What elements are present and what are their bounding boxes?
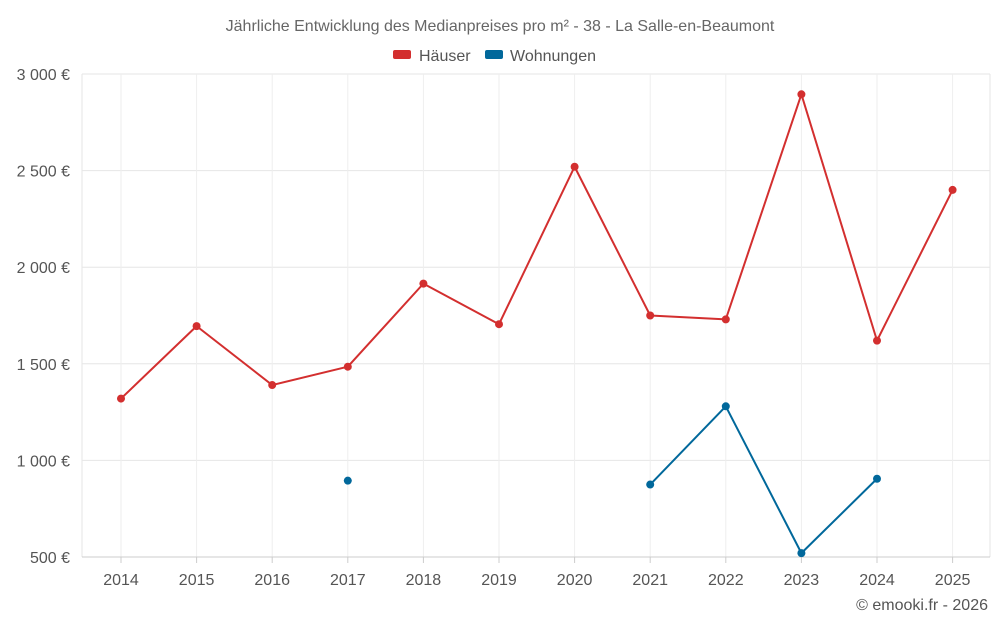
- y-tick-label: 500 €: [30, 550, 70, 567]
- data-point-haeuser[interactable]: [192, 322, 201, 331]
- data-point-haeuser[interactable]: [495, 320, 503, 329]
- series-layer: [117, 90, 957, 558]
- series-line-haeuser: [876, 188, 954, 342]
- data-point-wohnungen[interactable]: [797, 549, 806, 558]
- data-point-haeuser[interactable]: [117, 394, 125, 403]
- legend-item-haeuser[interactable]: Häuser: [393, 48, 471, 65]
- series-line-haeuser: [724, 93, 803, 321]
- y-axis: 500 € 1 000 € 1 500 € 2 000 € 2 500 € 3 000 €: [17, 67, 70, 567]
- series-line-wohnungen: [649, 405, 727, 486]
- data-point-haeuser[interactable]: [343, 362, 352, 371]
- x-tick-label: 2018: [406, 572, 442, 589]
- legend: Häuser Wohnungen: [393, 48, 596, 65]
- x-tick-label: 2014: [103, 572, 139, 589]
- legend-label-haeuser: Häuser: [419, 48, 471, 65]
- data-point-wohnungen[interactable]: [343, 476, 352, 485]
- x-tick-label: 2024: [859, 572, 895, 589]
- x-tick-label: 2019: [481, 572, 517, 589]
- y-tick-label: 1 000 €: [17, 453, 70, 470]
- chart-title: Jährliche Entwicklung des Medianpreises …: [226, 18, 775, 35]
- data-point-haeuser[interactable]: [570, 162, 579, 171]
- series-line-haeuser: [498, 165, 576, 326]
- series-line-haeuser: [120, 325, 198, 400]
- series-line-haeuser: [346, 282, 425, 368]
- series-haeuser: [117, 90, 957, 403]
- x-tick-label: 2017: [330, 572, 366, 589]
- series-line-haeuser: [800, 93, 878, 342]
- grid: [81, 73, 991, 558]
- data-point-haeuser[interactable]: [948, 185, 957, 194]
- data-point-haeuser[interactable]: [268, 381, 277, 390]
- x-tick-label: 2016: [254, 572, 290, 589]
- y-tick-label: 2 500 €: [17, 164, 70, 181]
- x-tick-label: 2023: [784, 572, 820, 589]
- data-point-haeuser[interactable]: [873, 336, 881, 345]
- x-tick-label: 2022: [708, 572, 744, 589]
- legend-swatch-haeuser: [393, 50, 411, 59]
- data-point-wohnungen[interactable]: [873, 474, 881, 483]
- series-line-haeuser: [573, 165, 652, 317]
- series-line-haeuser: [649, 314, 727, 321]
- credit-text: © emooki.fr - 2026: [856, 597, 988, 614]
- data-point-wohnungen[interactable]: [646, 480, 655, 489]
- x-tick-label: 2015: [179, 572, 215, 589]
- series-line-wohnungen: [800, 477, 878, 555]
- series-line-wohnungen: [724, 405, 803, 555]
- data-point-haeuser[interactable]: [797, 90, 806, 99]
- series-line-haeuser: [422, 282, 500, 326]
- data-point-haeuser[interactable]: [646, 311, 655, 320]
- legend-label-wohnungen: Wohnungen: [510, 48, 596, 65]
- y-tick-label: 2 000 €: [17, 260, 70, 277]
- x-tick-label: 2025: [935, 572, 971, 589]
- x-tick-label: 2021: [632, 572, 668, 589]
- series-line-haeuser: [271, 365, 349, 387]
- series-wohnungen: [343, 402, 881, 558]
- x-tick-label: 2020: [557, 572, 593, 589]
- data-point-wohnungen[interactable]: [721, 402, 730, 411]
- y-tick-label: 1 500 €: [17, 357, 70, 374]
- data-point-haeuser[interactable]: [721, 315, 730, 324]
- legend-item-wohnungen[interactable]: Wohnungen: [485, 48, 596, 65]
- legend-swatch-wohnungen: [485, 50, 503, 59]
- data-point-haeuser[interactable]: [419, 279, 428, 288]
- y-tick-label: 3 000 €: [17, 67, 70, 84]
- x-axis: 2014 2015 2016 2017 2018 2019 2020 2021 2022 2023…: [82, 556, 990, 589]
- series-line-haeuser: [195, 325, 274, 387]
